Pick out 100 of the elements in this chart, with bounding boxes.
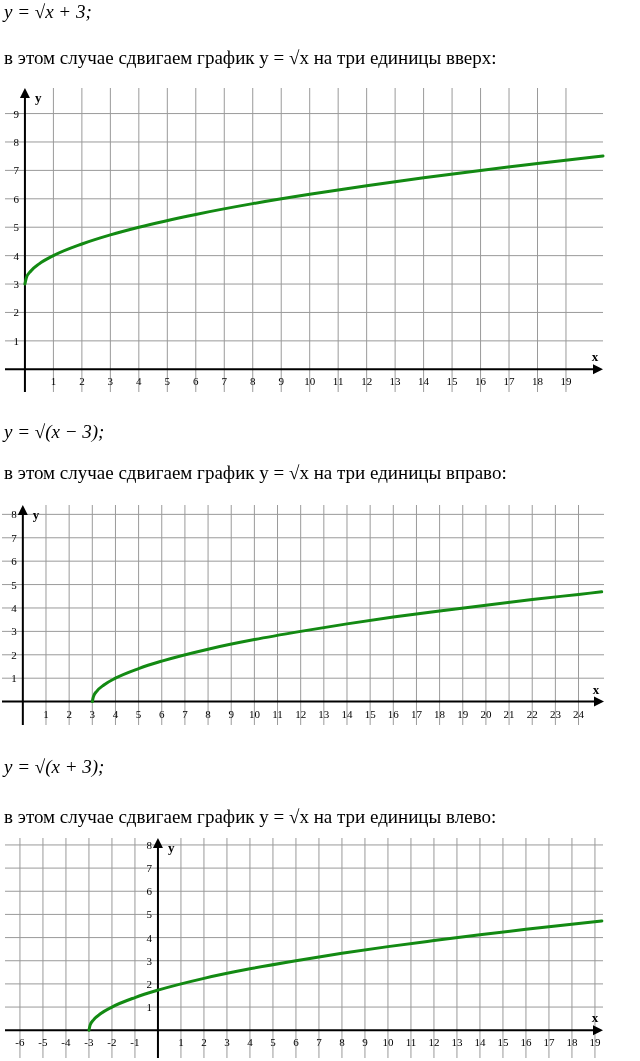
y-axis-title: y bbox=[34, 90, 42, 105]
x-tick-label: 24 bbox=[573, 707, 585, 720]
x-tick-label: 15 bbox=[364, 707, 377, 720]
x-tick-label: 12 bbox=[295, 707, 307, 720]
x-tick-label: -2 bbox=[107, 1036, 117, 1049]
x-tick-label: 8 bbox=[339, 1036, 346, 1049]
x-tick-label: 13 bbox=[451, 1036, 463, 1049]
x-tick-label: 4 bbox=[112, 707, 119, 720]
y-tick-label: 9 bbox=[13, 107, 20, 120]
y-tick-label: 5 bbox=[13, 221, 20, 234]
y-tick-label: 6 bbox=[11, 555, 18, 568]
x-tick-label: 11 bbox=[332, 375, 344, 388]
chart-subtitle: в этом случае сдвигаем график y = √x на три единицы вправо: bbox=[4, 462, 507, 483]
x-tick-label: 6 bbox=[293, 1036, 300, 1049]
x-tick-label: 16 bbox=[520, 1036, 532, 1049]
x-tick-label: 19 bbox=[457, 707, 469, 720]
x-tick-label: 2 bbox=[201, 1036, 207, 1049]
x-tick-label: 1 bbox=[43, 707, 49, 720]
y-tick-label: 5 bbox=[11, 578, 18, 591]
x-tick-label: 2 bbox=[66, 707, 72, 720]
x-tick-label: 10 bbox=[382, 1036, 394, 1049]
x-tick-label: -5 bbox=[38, 1036, 49, 1049]
x-tick-label: 16 bbox=[387, 707, 400, 720]
line-series bbox=[87, 919, 604, 1032]
x-tick-label: 2 bbox=[79, 375, 85, 388]
chart-subtitle: в этом случае сдвигаем график y = √x на три единицы влево: bbox=[4, 806, 497, 827]
x-tick-label: 23 bbox=[549, 707, 562, 720]
x-tick-label: 8 bbox=[205, 707, 212, 720]
y-axis-title: y bbox=[32, 507, 40, 522]
x-tick-label: 5 bbox=[164, 375, 171, 388]
x-tick-label: 1 bbox=[50, 375, 57, 388]
x-tick-label: 3 bbox=[107, 375, 114, 388]
x-tick-label: 18 bbox=[434, 707, 446, 720]
x-tick-label: 10 bbox=[304, 375, 316, 388]
x-axis-title: x bbox=[592, 681, 600, 697]
y-tick-label: 6 bbox=[13, 192, 20, 205]
y-tick-label: 4 bbox=[13, 249, 20, 262]
x-tick-label: 20 bbox=[480, 707, 492, 720]
x-tick-label: 3 bbox=[224, 1036, 231, 1049]
x-tick-label: 8 bbox=[249, 375, 256, 388]
x-tick-label: 14 bbox=[418, 375, 430, 388]
y-tick-label: 4 bbox=[11, 601, 18, 614]
y-tick-label: 8 bbox=[146, 838, 153, 851]
x-tick-label: 13 bbox=[318, 707, 330, 720]
x-tick-label: 11 bbox=[405, 1036, 417, 1049]
x-tick-label: 22 bbox=[526, 707, 538, 720]
x-tick-label: -6 bbox=[15, 1036, 26, 1049]
y-tick-label: 1 bbox=[146, 1001, 152, 1014]
x-tick-label: -4 bbox=[61, 1036, 72, 1049]
y-tick-label: 7 bbox=[146, 862, 153, 875]
x-tick-label: 4 bbox=[136, 375, 143, 388]
x-tick-label: 21 bbox=[503, 707, 515, 720]
x-tick-label: 17 bbox=[503, 375, 516, 388]
x-tick-label: 9 bbox=[228, 707, 235, 720]
x-tick-label: 5 bbox=[135, 707, 142, 720]
x-tick-label: 11 bbox=[272, 707, 283, 720]
chart-title: y = √(x − 3); bbox=[2, 421, 105, 443]
x-tick-label: 13 bbox=[389, 375, 402, 388]
y-axis-title: y bbox=[167, 840, 175, 855]
line-series bbox=[23, 154, 605, 286]
chart-title: y = √(x + 3); bbox=[2, 756, 105, 778]
x-tick-label: 7 bbox=[221, 375, 228, 388]
x-tick-label: 7 bbox=[182, 707, 189, 720]
y-tick-label: 8 bbox=[13, 135, 20, 148]
line-series bbox=[90, 590, 604, 704]
y-tick-label: 2 bbox=[13, 306, 19, 319]
y-tick-label: 1 bbox=[13, 334, 19, 347]
y-tick-label: 7 bbox=[13, 164, 20, 177]
y-tick-label: 2 bbox=[11, 648, 17, 661]
x-axis-title: x bbox=[591, 349, 599, 365]
y-tick-label: 3 bbox=[11, 625, 18, 638]
x-tick-label: 14 bbox=[474, 1036, 486, 1049]
x-tick-label: 15 bbox=[446, 375, 459, 388]
x-tick-label: 10 bbox=[248, 707, 261, 720]
y-tick-label: 1 bbox=[11, 672, 17, 685]
x-tick-label: 6 bbox=[193, 375, 200, 388]
y-tick-label: 4 bbox=[146, 931, 153, 944]
x-tick-label: 19 bbox=[589, 1036, 601, 1049]
x-tick-label: 12 bbox=[428, 1036, 440, 1049]
y-tick-label: 8 bbox=[11, 508, 18, 521]
y-tick-label: 3 bbox=[146, 954, 153, 967]
x-tick-label: 15 bbox=[497, 1036, 509, 1049]
x-tick-label: 1 bbox=[178, 1036, 184, 1049]
x-tick-label: 4 bbox=[247, 1036, 254, 1049]
x-tick-label: 19 bbox=[560, 375, 572, 388]
x-axis-title: x bbox=[591, 1010, 599, 1026]
y-tick-label: 6 bbox=[146, 885, 153, 898]
x-tick-label: 5 bbox=[270, 1036, 277, 1049]
x-tick-label: -3 bbox=[84, 1036, 95, 1049]
chart-subtitle: в этом случае сдвигаем график y = √x на три единицы вверх: bbox=[4, 47, 497, 68]
x-tick-label: 14 bbox=[341, 707, 353, 720]
x-tick-label: 6 bbox=[159, 707, 166, 720]
y-tick-label: 2 bbox=[146, 977, 152, 990]
x-tick-label: 7 bbox=[316, 1036, 323, 1049]
x-tick-label: 12 bbox=[361, 375, 373, 388]
x-tick-label: -1 bbox=[130, 1036, 140, 1049]
x-tick-label: 3 bbox=[89, 707, 96, 720]
x-tick-label: 18 bbox=[532, 375, 544, 388]
x-tick-label: 17 bbox=[543, 1036, 555, 1049]
x-tick-label: 9 bbox=[278, 375, 285, 388]
